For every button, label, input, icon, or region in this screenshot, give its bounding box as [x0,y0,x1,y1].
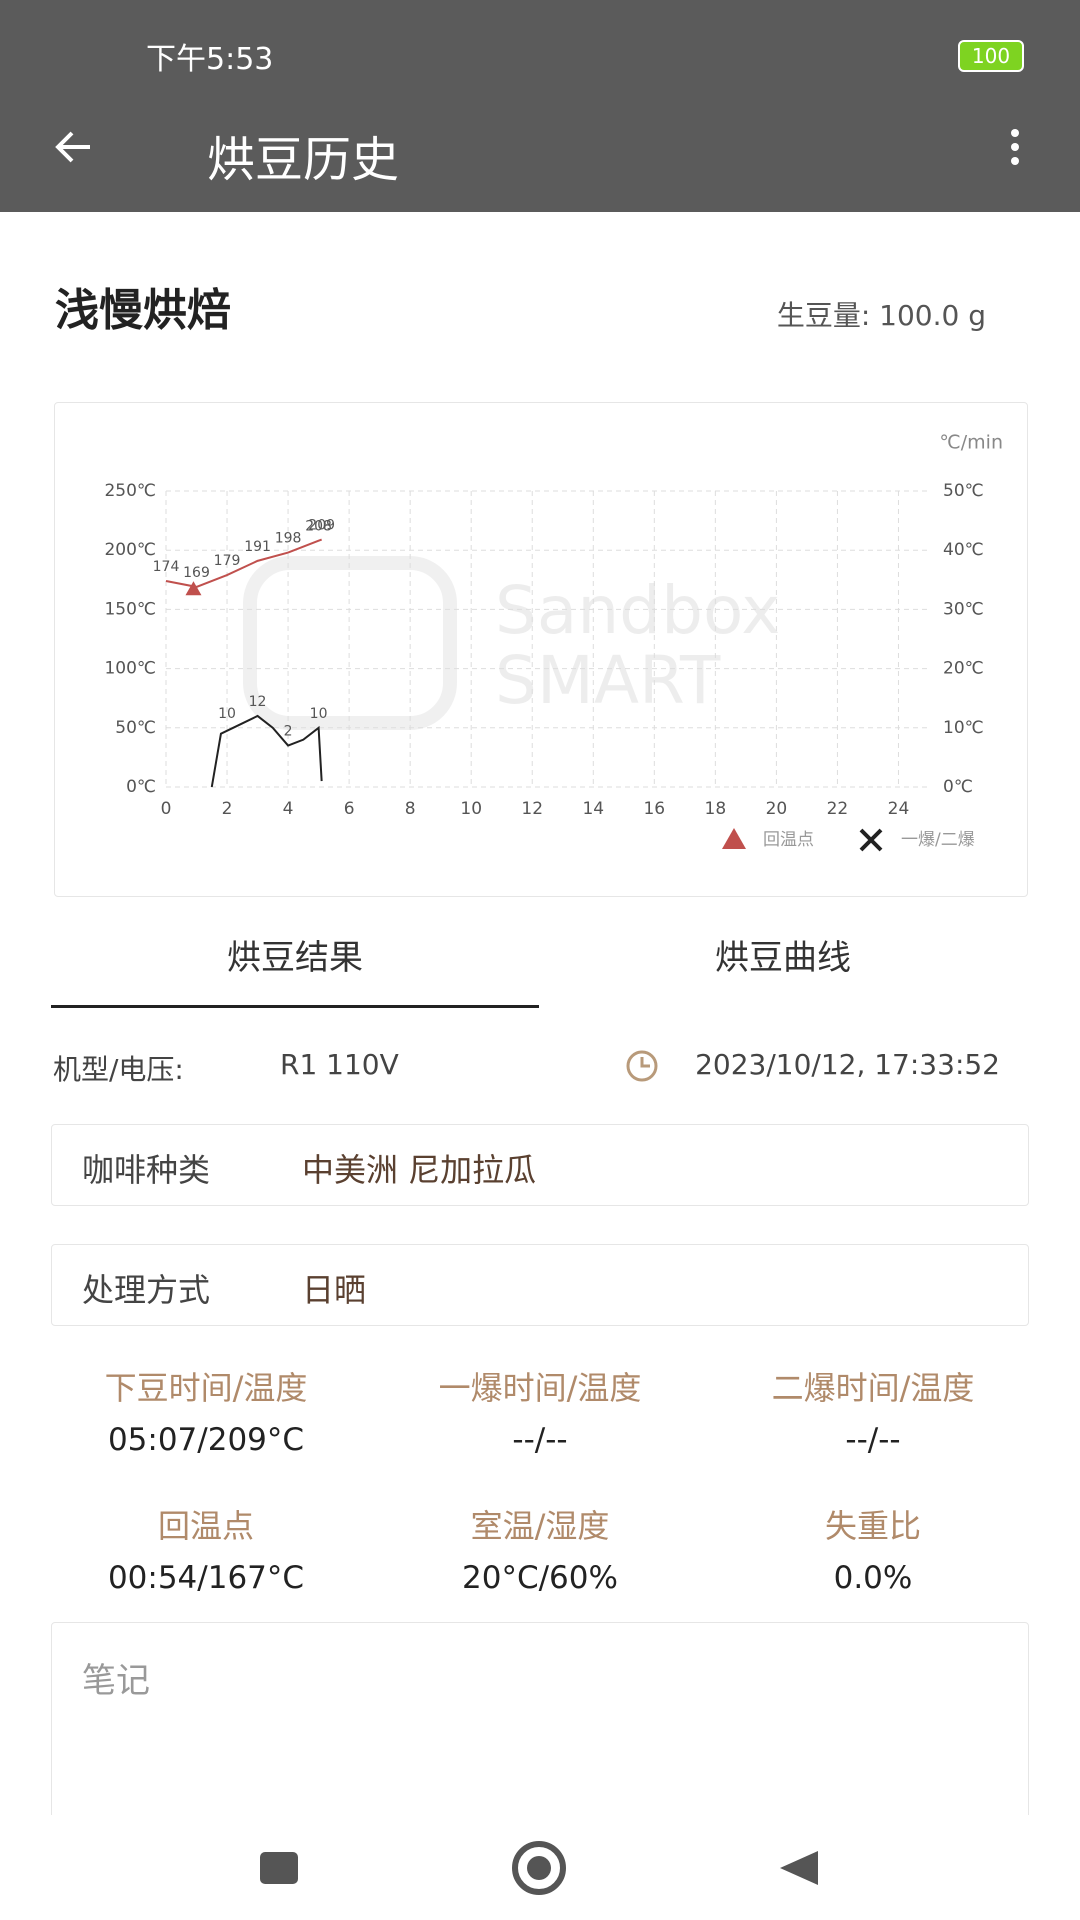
bean-weight: 生豆量: 100.0 g [776,299,986,332]
stat-value: --/-- [845,1422,901,1458]
y2-tick-label: 0℃ [943,777,973,797]
series-line [210,714,323,788]
watermark-logo [243,556,457,730]
chart-card: Sandbox SMART 0 2 4 6 8 10 12 14 16 18 20 22 24 0℃ 50℃ 10… [54,402,1028,897]
watermark: Sandbox [495,572,780,649]
y2-tick-label: 40℃ [943,540,984,560]
stat-label: 二爆时间/温度 [771,1369,975,1407]
data-label: 174 [153,559,180,575]
stat-value: 0.0% [833,1560,913,1596]
data-label: 209 [308,518,335,534]
x-tick-label: 2 [222,799,233,819]
x-tick-label: 0 [161,799,172,819]
turning-point [185,581,202,596]
y2-tick-label: 10℃ [943,718,984,738]
status-time: 下午5:53 [146,42,274,77]
x-tick-label: 10 [460,799,482,819]
nav-recent[interactable] [260,1852,298,1884]
model-value: R1 110V [280,1048,399,1081]
legend-label: 回温点 [763,830,814,850]
field-card: 处理方式 日晒 [51,1244,1029,1326]
tab[interactable]: 烘豆曲线 [715,938,851,978]
annotation: 2 [284,724,293,740]
x-tick-label: 4 [283,799,294,819]
notes-placeholder: 笔记 [82,1661,150,1701]
y-tick-label: 100℃ [104,659,156,679]
field-label: 处理方式 [82,1271,211,1309]
stat-value: --/-- [512,1422,568,1458]
legend-label: 一爆/二爆 [901,830,975,850]
top-bar [0,0,1080,212]
x-tick-label: 6 [344,799,355,819]
battery: 100 [958,40,1024,72]
y2-unit: ℃/min [939,432,1003,454]
legend-marker [859,828,883,852]
stat-value: 00:54/167°C [107,1560,305,1596]
nav-buttons [260,1841,818,1895]
y2-tick-label: 50℃ [943,481,984,501]
x-tick-label: 8 [405,799,416,819]
field-value: 日晒 [302,1271,367,1309]
x-tick-label: 12 [521,799,543,819]
stat-label: 一爆时间/温度 [438,1369,642,1407]
stat-label: 下豆时间/温度 [104,1369,308,1407]
x-tick-label: 16 [643,799,665,819]
nav-back[interactable] [780,1851,818,1885]
stat-value: 20°C/60% [462,1560,618,1596]
stat-label: 失重比 [824,1507,921,1545]
nav-home[interactable] [512,1841,566,1895]
x-tick-label: 20 [766,799,788,819]
y-tick-label: 250℃ [104,481,156,501]
watermark: SMART [495,642,721,719]
roast-datetime: 2023/10/12, 17:33:52 [695,1048,1000,1081]
stat-label: 室温/湿度 [470,1507,610,1545]
y-tick-label: 150℃ [104,599,156,619]
y-tick-label: 0℃ [126,777,156,797]
annotation: 12 [249,694,267,710]
roast-title: 浅慢烘焙 [55,285,231,336]
model-label: 机型/电压: [53,1053,184,1086]
legend-marker [722,828,746,849]
stat-label: 回温点 [157,1507,254,1545]
y-tick-label: 200℃ [104,540,156,560]
x-tick-label: 14 [582,799,604,819]
stat-value: 05:07/209°C [107,1422,305,1458]
y2-tick-label: 20℃ [943,659,984,679]
x-tick-label: 24 [888,799,910,819]
notes-card[interactable]: 笔记 [51,1622,1029,1824]
data-label: 191 [244,539,271,555]
field-label: 咖啡种类 [82,1151,211,1189]
menu-button[interactable] [1005,125,1025,175]
app-title: 烘豆历史 [207,132,400,188]
annotation: 10 [310,706,328,722]
data-label: 179 [214,553,241,569]
data-label: 198 [275,531,302,547]
x-tick-label: 22 [827,799,849,819]
tab-indicator [51,1005,539,1008]
data-label: 169 [183,565,210,581]
field-value: 中美洲 尼加拉瓜 [302,1151,537,1189]
x-tick-label: 18 [705,799,727,819]
y2-tick-label: 30℃ [943,599,984,619]
annotation: 10 [218,706,236,722]
y-tick-label: 50℃ [115,718,156,738]
clock-icon [626,1050,658,1082]
back-button[interactable] [50,125,110,175]
field-card: 咖啡种类 中美洲 尼加拉瓜 [51,1124,1029,1206]
data-label: 208 [305,519,332,535]
tab[interactable]: 烘豆结果 [227,938,363,978]
